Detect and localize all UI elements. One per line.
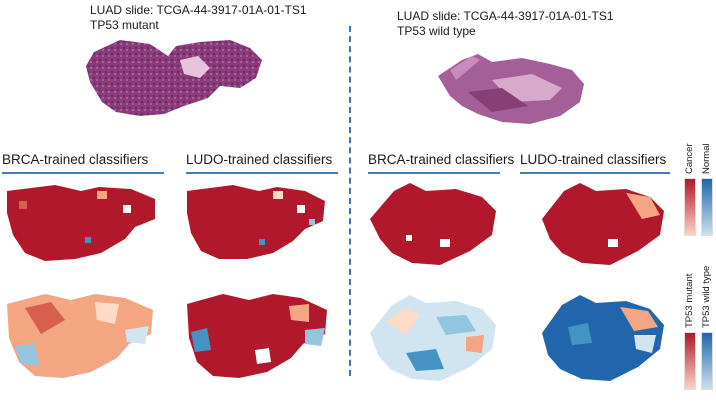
right-brca-underline (368, 172, 500, 174)
right-ludo-tp53-heatmap (542, 295, 664, 381)
panel-divider (349, 26, 351, 376)
normal-colorbar (701, 178, 713, 236)
left-brca-cancer-heatmap (7, 185, 155, 261)
right-brca-tp53-heatmap (370, 295, 496, 381)
left-ludo-cancer-heatmap (187, 185, 325, 259)
cancer-colorbar (684, 178, 696, 236)
tp53-wild-type-colorbar (701, 332, 713, 390)
right-ludo-underline (520, 172, 670, 174)
legend-normal-label: Normal (701, 143, 712, 174)
right-ludo-header: LUDO-trained classifiers (520, 152, 667, 167)
left-he-slide-image (86, 40, 262, 116)
legend-tp53-wild-type-label: TP53 wild type (701, 265, 712, 328)
left-mutation-label: TP53 mutant (90, 18, 159, 32)
right-brca-cancer-heatmap (370, 183, 496, 265)
legend-cancer-label: Cancer (684, 143, 695, 174)
right-mutation-label: TP53 wild type (397, 24, 476, 38)
legend-tp53-mutant-label: TP53 mutant (684, 273, 695, 328)
left-ludo-header: LUDO-trained classifiers (186, 152, 333, 167)
left-brca-tp53-heatmap (7, 294, 153, 378)
left-ludo-underline (186, 172, 338, 174)
left-brca-header: BRCA-trained classifiers (2, 152, 149, 167)
left-ludo-tp53-heatmap (187, 294, 327, 378)
right-he-slide-image (438, 54, 584, 124)
right-ludo-cancer-heatmap (542, 183, 664, 265)
left-brca-underline (2, 172, 164, 174)
left-slide-title: LUAD slide: TCGA-44-3917-01A-01-TS1 (90, 3, 307, 17)
right-slide-title: LUAD slide: TCGA-44-3917-01A-01-TS1 (397, 9, 614, 23)
tp53-mutant-colorbar (684, 332, 696, 390)
right-brca-header: BRCA-trained classifiers (368, 152, 515, 167)
